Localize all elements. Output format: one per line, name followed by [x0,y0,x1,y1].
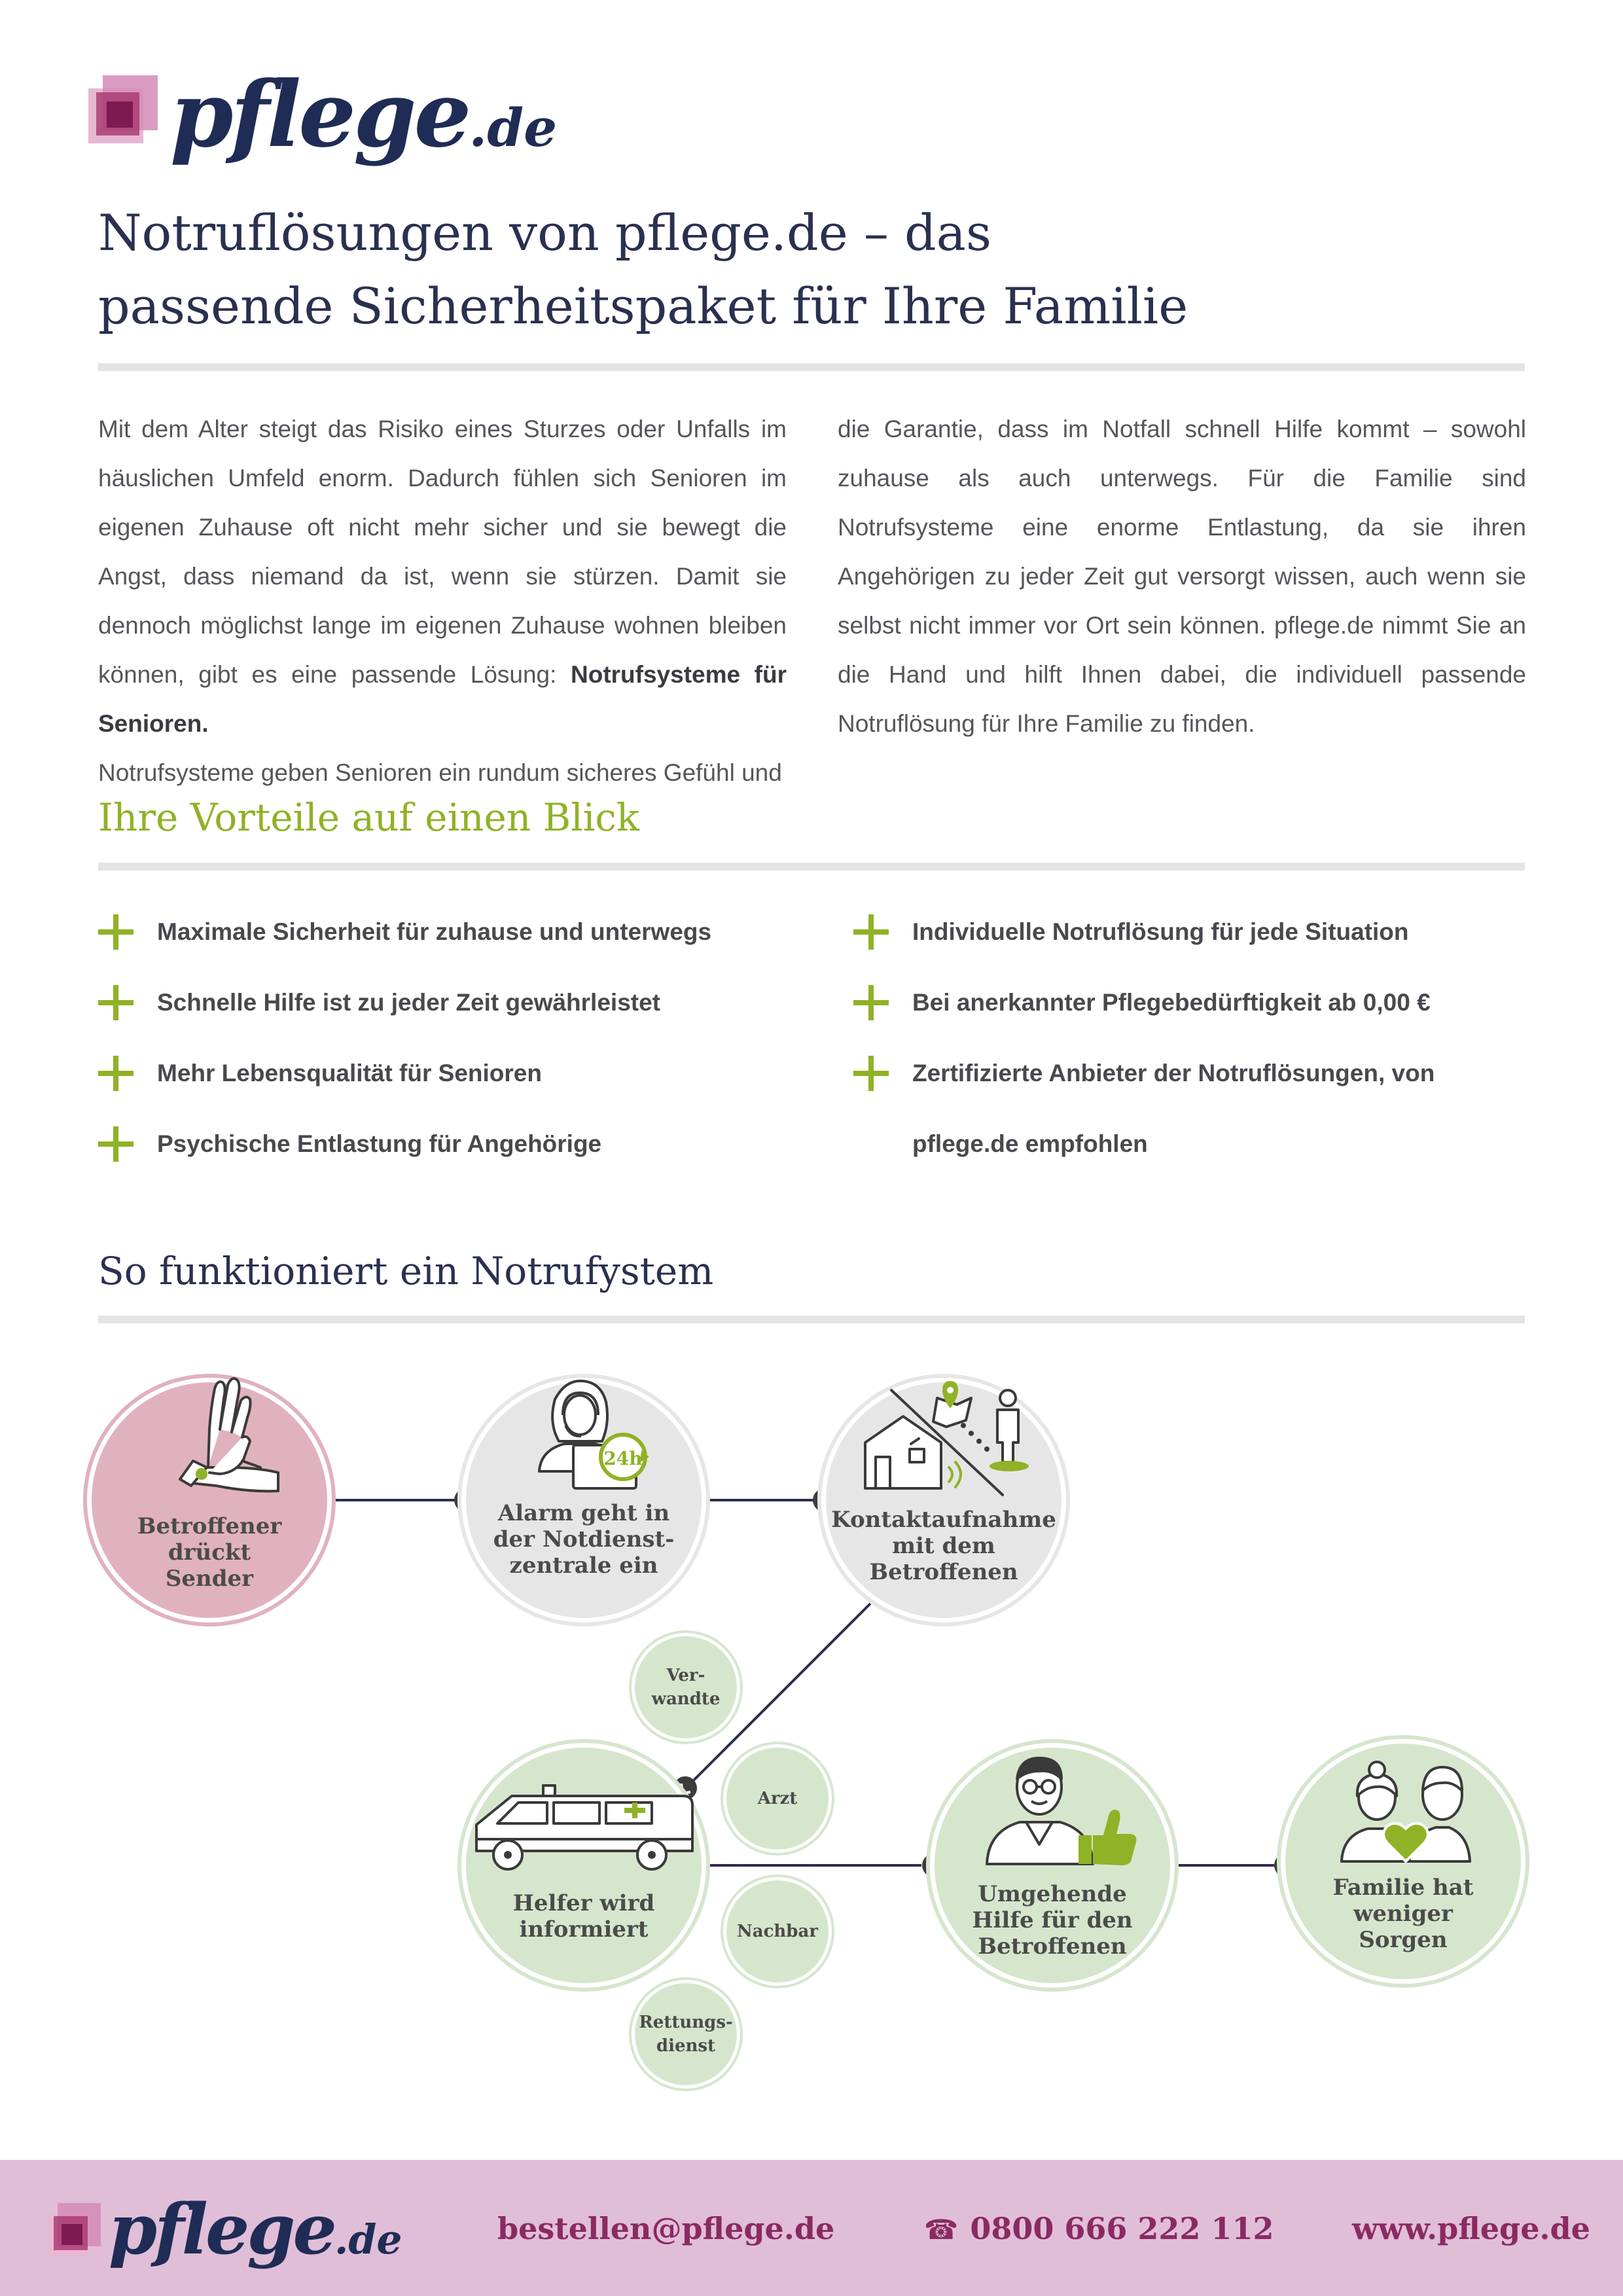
step-label: Betroffenen [869,1559,1018,1585]
plus-icon [98,914,134,950]
helper-neighbour: Nachbar [726,1880,829,1982]
step-label: zentrale ein [509,1552,658,1579]
intro-text-1: Mit dem Alter steigt das Risiko eines St… [98,416,787,688]
ambulance-icon [475,1784,694,1871]
logo-tld: .de [469,97,558,158]
logo-name: pflege [170,61,471,168]
benefit-item: Bei anerkannter Pflegebedürftigkeit ab 0… [853,967,1435,1038]
process-heading: So funktioniert ein Notrufystem [98,1249,714,1293]
step-label: Betroffenen [978,1933,1127,1960]
benefit-item: Individuelle Notruflösung für jede Situa… [853,897,1435,967]
step-contact: Kontaktaufnahme mit dem Betroffenen [826,1381,1061,1618]
benefit-text: Schnelle Hilfe ist zu jeder Zeit gewährl… [157,989,660,1016]
benefit-text: Psychische Entlastung für Angehörige [157,1130,602,1157]
benefits-divider [98,863,1525,870]
logo-tld: .de [334,2216,402,2263]
step-label: informiert [519,1916,649,1943]
helper-relatives: Ver-wandte [635,1636,737,1738]
plus-icon [853,985,889,1020]
arrow-icon [673,1776,697,1800]
header-logo[interactable]: pflege.de [85,65,557,170]
helper-thumbs-up-icon [986,1757,1137,1865]
helper-label: Ver-wandte [651,1666,721,1709]
footer-phone[interactable]: ☎ 0800 666 222 112 [924,2211,1274,2246]
step-label: Hilfe für den [972,1907,1133,1933]
benefit-item: Mehr Lebensqualität für Senioren [98,1038,711,1109]
footer-website-link[interactable]: www.pflege.de [1352,2211,1590,2246]
house-and-person-icon [864,1381,1029,1496]
step-label: mit dem [892,1533,995,1559]
connector-line [686,1602,872,1788]
logo-mark-icon [88,75,160,147]
step-label: Alarm geht in [497,1500,670,1526]
title-line-2: passende Sicherheitspaket für Ihre Famil… [98,277,1188,335]
helper-label: Arzt [757,1789,798,1808]
process-divider [98,1316,1525,1323]
plus-icon [98,985,134,1020]
step-label: weniger [1353,1901,1453,1927]
footer-logo[interactable]: pflege.de [46,2189,402,2274]
benefit-text: Maximale Sicherheit für zuhause und unte… [157,918,712,945]
step-label: Kontaktaufnahme [831,1507,1056,1533]
intro-text-3: die Garantie, dass im Notfall schnell Hi… [838,416,1526,737]
step-label: Umgehende [978,1881,1127,1907]
family-heart-icon [1340,1761,1471,1863]
step-label: Familie hat [1332,1874,1474,1901]
footer-email-link[interactable]: bestellen@pflege.de [497,2211,835,2246]
step-helper-informed: Helfer wird informiert [466,1748,702,1983]
hand-press-icon [179,1377,279,1493]
footer-phone-number: 0800 666 222 112 [970,2211,1274,2246]
badge-24h: 24h [603,1448,642,1469]
benefit-item: Schnelle Hilfe ist zu jeder Zeit gewährl… [98,967,711,1038]
plus-icon [98,1126,134,1162]
plus-icon [98,1056,134,1091]
plus-icon [853,1056,889,1091]
step-family-relieved: Familie hat weniger Sorgen [1285,1744,1521,1979]
benefit-text: Individuelle Notruflösung für jede Situa… [912,918,1409,945]
benefit-item: Psychische Entlastung für Angehörige [98,1109,711,1179]
step-label: Helfer wird [512,1890,655,1916]
benefit-item: Maximale Sicherheit für zuhause und unte… [98,897,711,967]
phone-icon: ☎ [924,2214,959,2246]
step-alarm-center: 24h Alarm geht in der Notdienst- zentral… [466,1379,702,1618]
step-immediate-help: Umgehende Hilfe für den Betroffenen [935,1748,1170,1983]
step-label: drückt [168,1539,251,1566]
plus-icon [853,914,889,950]
logo-wordmark: pflege.de [109,2191,402,2278]
title-line-1: Notruflösungen von pflege.de – das [98,204,991,262]
intro-column-right: die Garantie, dass im Notfall schnell Hi… [838,404,1526,748]
title-divider [98,363,1525,371]
benefit-text: Zertifizierte Anbieter der Notruflösunge… [912,1060,1435,1086]
benefit-text: pflege.de empfohlen [912,1130,1148,1157]
benefit-text: Bei anerkannter Pflegebedürftigkeit ab 0… [912,989,1431,1016]
helper-label: Nachbar [736,1922,819,1941]
benefits-heading: Ihre Vorteile auf einen Blick [98,795,639,840]
step-label: der Notdienst- [493,1526,675,1552]
step-label: Betroffener [137,1513,282,1539]
helper-doctor: Arzt [726,1748,829,1850]
operator-headset-icon: 24h [538,1379,649,1490]
logo-name: pflege [109,2188,337,2270]
intro-text-2: Notrufsysteme geben Senioren ein rundum … [98,759,782,786]
intro-bold: Notrufsysteme für Senioren. [98,661,787,737]
intro-column-left: Mit dem Alter steigt das Risiko eines St… [98,404,787,797]
benefit-text: Mehr Lebensqualität für Senioren [157,1060,542,1086]
benefit-item-continued: pflege.de empfohlen [853,1109,1435,1179]
helper-label: Rettungs-dienst [639,2013,733,2056]
benefit-item: Zertifizierte Anbieter der Notruflösunge… [853,1038,1435,1109]
helper-ambulance-service: Rettungs-dienst [635,1983,737,2085]
benefits-list-left: Maximale Sicherheit für zuhause und unte… [98,897,711,1179]
step-label: Sorgen [1359,1927,1448,1953]
logo-mark-icon [47,2203,103,2259]
logo-wordmark: pflege.de [170,65,557,177]
footer: pflege.de bestellen@pflege.de ☎ 0800 666 … [0,2160,1623,2296]
step-press-sender: Betroffener drückt Sender [92,1377,327,1618]
page-title: Notruflösungen von pflege.de – das passe… [98,196,1538,343]
benefits-list-right: Individuelle Notruflösung für jede Situa… [853,897,1435,1179]
step-label: Sender [165,1566,254,1592]
